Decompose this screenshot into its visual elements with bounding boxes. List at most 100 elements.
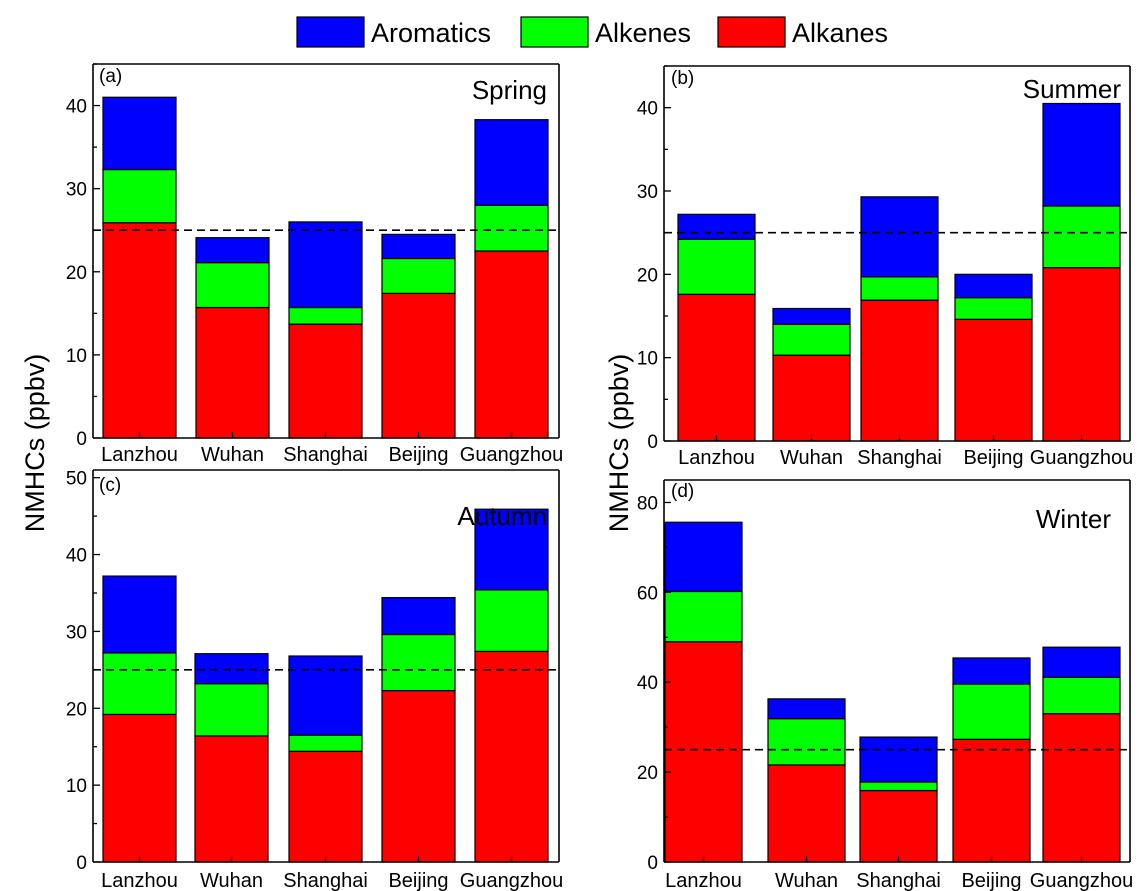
y-tick-label: 20 [637, 265, 658, 286]
legend: Aromatics Alkenes Alkanes [296, 16, 888, 48]
bar-beijing-aromatics [952, 657, 1031, 685]
panel-title: Spring [472, 75, 547, 105]
bar-wuhan-aromatics [195, 237, 270, 264]
y-axis-label-left: NMHCs (ppbv) [20, 354, 50, 533]
legend-label-alkanes: Alkanes [792, 18, 888, 48]
panel-title: Autumn [457, 501, 547, 531]
x-tick-label-lanzhou: Lanzhou [678, 447, 755, 469]
y-tick-label: 0 [76, 853, 87, 874]
y-tick-label: 0 [647, 853, 658, 874]
y-tick-label: 30 [66, 180, 87, 201]
bar-lanzhou-aromatics [102, 575, 177, 654]
panel-title: Summer [1023, 74, 1122, 104]
bar-guangzhou-alkanes [1042, 267, 1121, 442]
panel-tag: (a) [99, 66, 122, 87]
y-tick-label: 40 [637, 99, 658, 120]
bar-lanzhou-alkanes [102, 713, 177, 863]
x-tick-label-shanghai: Shanghai [283, 870, 368, 891]
legend-swatch-alkanes [717, 16, 786, 48]
panel-spring: 0 10 20 30 40 Lanzhou Wuhan Shanghai Beijing Guan… [66, 63, 563, 466]
bar-wuhan-alkenes [194, 683, 269, 737]
bar-wuhan-aromatics [767, 698, 846, 720]
bar-guangzhou-alkenes [474, 589, 549, 652]
bar-lanzhou-alkenes [677, 238, 756, 295]
y-tick-label: 80 [637, 493, 658, 514]
panel-summer: 0 10 20 30 40 Lanzhou Wuhan Shanghai Beijing Guan… [637, 65, 1133, 469]
bar-wuhan-alkenes [772, 323, 851, 356]
bar-guangzhou-alkenes [1042, 205, 1121, 269]
bar-shanghai-aromatics [288, 221, 363, 309]
x-tick-label-shanghai: Shanghai [283, 444, 368, 466]
bar-guangzhou-aromatics [1042, 102, 1121, 207]
y-tick-label: 40 [637, 673, 658, 694]
bar-beijing-alkenes [952, 683, 1031, 740]
x-tick-label-lanzhou: Lanzhou [665, 870, 742, 891]
x-tick-label-beijing: Beijing [961, 870, 1021, 891]
x-tick-label-shanghai: Shanghai [857, 447, 942, 469]
panel-winter: 0 20 40 60 80 Lanzhou Wuhan Shanghai Beijing Guan… [637, 479, 1133, 891]
bar-lanzhou-aromatics [677, 213, 756, 240]
x-tick-label-beijing: Beijing [388, 444, 448, 466]
bar-shanghai-alkanes [288, 750, 363, 863]
legend-swatch-alkenes [520, 16, 589, 48]
x-tick-label-guangzhou: Guangzhou [460, 870, 563, 891]
bar-lanzhou-alkanes [677, 293, 756, 442]
bar-shanghai-alkenes [859, 781, 938, 792]
x-tick-label-lanzhou: Lanzhou [101, 444, 178, 466]
bar-beijing-alkanes [954, 318, 1033, 442]
legend-label-alkenes: Alkenes [595, 18, 691, 48]
x-tick-label-guangzhou: Guangzhou [1030, 447, 1133, 469]
x-tick-label-beijing: Beijing [963, 447, 1023, 469]
y-tick-label: 40 [66, 546, 87, 567]
bar-shanghai-aromatics [860, 196, 939, 278]
x-tick-label-wuhan: Wuhan [775, 870, 838, 891]
y-tick-label: 10 [66, 776, 87, 797]
bar-beijing-alkanes [381, 689, 456, 863]
panel-tag: (b) [671, 68, 694, 89]
x-tick-label-guangzhou: Guangzhou [1030, 870, 1133, 891]
bar-wuhan-alkanes [195, 306, 270, 439]
bar-beijing-alkanes [952, 738, 1031, 863]
bar-shanghai-alkanes [860, 299, 939, 442]
bar-shanghai-aromatics [288, 655, 363, 736]
bar-lanzhou-alkenes [664, 590, 743, 643]
bar-guangzhou-alkanes [474, 650, 549, 863]
bar-wuhan-alkanes [772, 354, 851, 442]
bar-guangzhou-alkenes [474, 204, 549, 252]
bar-beijing-aromatics [381, 596, 456, 636]
y-tick-label: 0 [647, 432, 658, 453]
bar-shanghai-alkenes [288, 306, 363, 325]
bar-wuhan-alkanes [767, 764, 846, 863]
x-tick-label-shanghai: Shanghai [856, 870, 941, 891]
bar-beijing-alkanes [381, 292, 456, 439]
y-axis-label-right: NMHCs (ppbv) [604, 354, 634, 533]
bar-shanghai-aromatics [859, 736, 938, 783]
y-tick-label: 20 [637, 763, 658, 784]
bar-wuhan-alkenes [195, 262, 270, 309]
bar-beijing-alkenes [954, 297, 1033, 320]
x-tick-label-beijing: Beijing [388, 870, 448, 891]
bar-beijing-aromatics [954, 273, 1033, 299]
bar-guangzhou-aromatics [474, 119, 549, 206]
bar-guangzhou-aromatics [474, 508, 549, 591]
bar-lanzhou-alkenes [102, 168, 177, 224]
bar-guangzhou-alkanes [1042, 713, 1121, 863]
bar-lanzhou-alkanes [102, 222, 177, 439]
bar-beijing-aromatics [381, 233, 456, 260]
bar-guangzhou-alkanes [474, 250, 549, 439]
x-tick-label-lanzhou: Lanzhou [101, 870, 178, 891]
y-tick-label: 20 [66, 263, 87, 284]
y-tick-label: 60 [637, 583, 658, 604]
bar-shanghai-alkenes [860, 276, 939, 301]
bar-wuhan-aromatics [194, 653, 269, 685]
y-tick-label: 10 [66, 346, 87, 367]
bar-wuhan-alkenes [767, 718, 846, 766]
panel-tag: (c) [99, 475, 121, 496]
bar-lanzhou-aromatics [102, 96, 177, 171]
panel-tag: (d) [671, 481, 694, 502]
y-tick-label: 30 [637, 182, 658, 203]
x-tick-label-guangzhou: Guangzhou [460, 444, 563, 466]
bar-wuhan-aromatics [772, 307, 851, 325]
y-tick-label: 0 [76, 429, 87, 450]
